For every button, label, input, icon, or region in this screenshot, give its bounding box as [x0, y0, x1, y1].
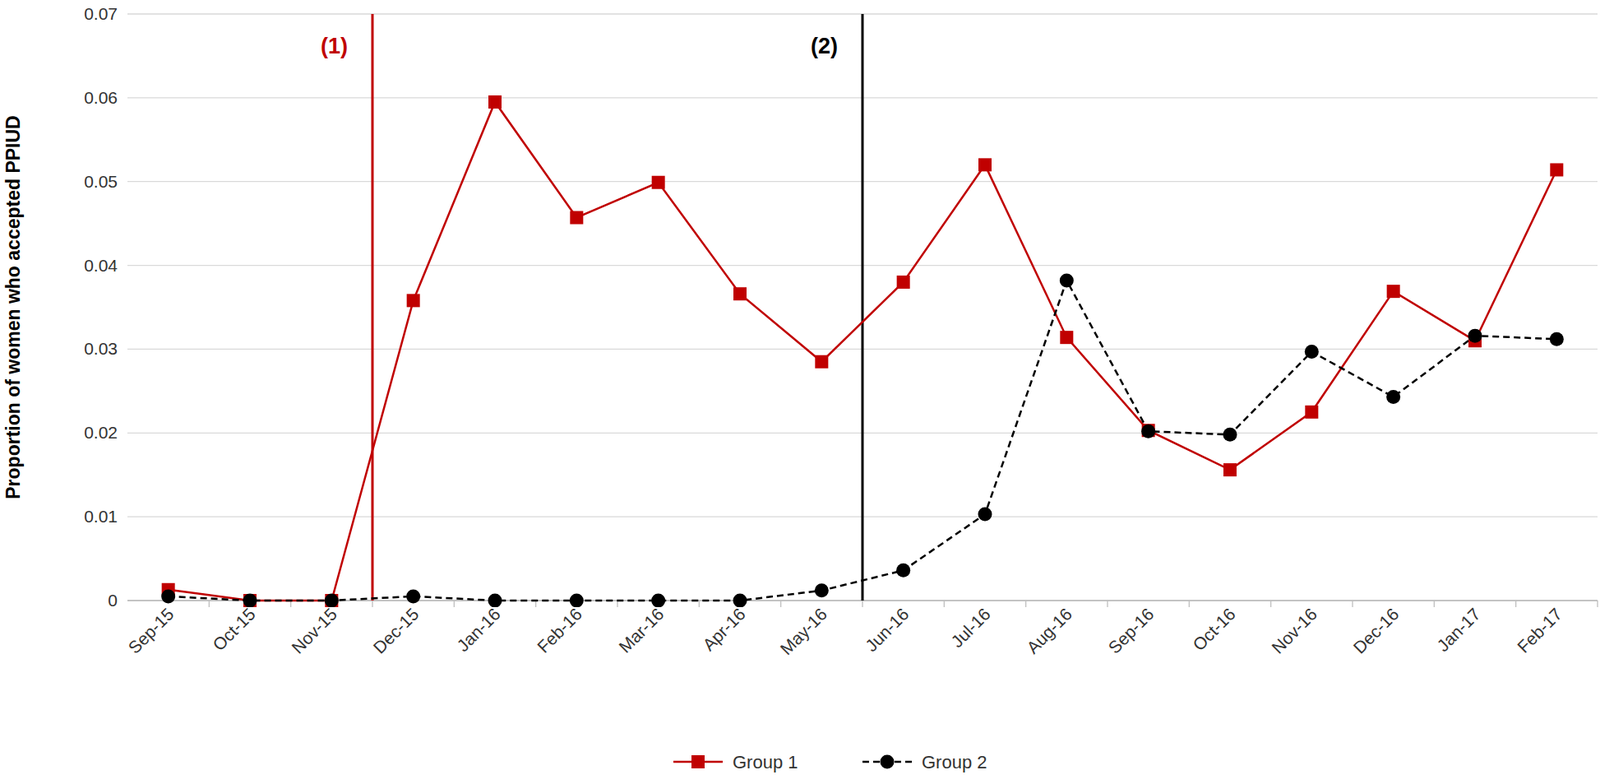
marker — [897, 275, 911, 289]
y-tick-label: 0.01 — [83, 506, 118, 526]
marker — [978, 157, 992, 172]
y-tick-label: 0 — [107, 590, 118, 610]
marker — [324, 593, 339, 608]
x-tick — [861, 600, 863, 607]
legend-label: Group 1 — [732, 751, 799, 773]
marker — [324, 593, 338, 607]
marker — [978, 507, 993, 522]
x-tick-label: Nov-15 — [287, 604, 341, 657]
x-tick — [1025, 600, 1027, 607]
marker — [1386, 389, 1401, 404]
x-tick-label: Mar-16 — [615, 604, 667, 657]
legend-marker — [880, 754, 895, 769]
marker — [1059, 272, 1074, 287]
x-tick-label: Feb-17 — [1513, 604, 1566, 657]
marker — [1304, 405, 1318, 419]
x-tick-label: Sep-16 — [1104, 604, 1157, 657]
x-tick — [453, 600, 455, 607]
x-tick — [208, 600, 210, 607]
x-tick-label: Oct-16 — [1188, 604, 1240, 655]
marker — [1549, 162, 1564, 176]
annotation-line — [861, 13, 865, 601]
x-tick — [1270, 600, 1272, 607]
y-tick-label: 0.07 — [83, 4, 118, 24]
marker — [161, 588, 176, 603]
legend-label: Group 2 — [921, 751, 988, 773]
x-tick — [1351, 600, 1353, 607]
marker — [1387, 284, 1401, 298]
legend-marker — [691, 754, 705, 768]
marker — [1059, 330, 1073, 344]
x-tick — [1188, 600, 1190, 607]
y-axis-label: Proportion of women who accepted PPIUD — [2, 115, 24, 499]
marker — [1304, 344, 1319, 359]
marker — [733, 593, 748, 608]
x-tick-label: Aug-16 — [1022, 604, 1076, 657]
x-tick-label: Dec-15 — [369, 604, 422, 657]
x-tick-label: May-16 — [776, 604, 831, 659]
marker — [243, 593, 257, 607]
x-tick — [1106, 600, 1108, 607]
x-tick-label: Feb-16 — [533, 604, 586, 657]
x-tick-label: Jul-16 — [947, 604, 995, 652]
series-line — [168, 101, 1558, 601]
marker — [406, 293, 421, 307]
annotation-label: (2) — [810, 33, 838, 59]
marker — [406, 588, 421, 603]
x-tick — [1433, 600, 1435, 607]
x-tick — [371, 600, 373, 607]
chart: 0 0.01 0.02 0.03 0.04 0.05 0.06 0.07 Sep-15 Oct-1… — [0, 0, 1600, 784]
x-tick-label: Dec-16 — [1349, 604, 1402, 657]
marker — [733, 286, 747, 301]
x-tick-label: Jan-16 — [453, 604, 505, 656]
x-tick — [943, 600, 945, 607]
marker — [896, 563, 911, 578]
x-tick-label: Sep-15 — [124, 604, 177, 657]
x-tick — [698, 600, 700, 607]
marker — [1223, 427, 1238, 442]
marker — [488, 593, 503, 608]
x-tick — [1596, 600, 1598, 607]
marker — [1468, 328, 1483, 343]
marker — [1141, 424, 1156, 439]
marker — [814, 582, 829, 597]
marker — [569, 593, 584, 608]
annotation-label: (1) — [320, 33, 348, 59]
y-tick-label: 0.06 — [83, 87, 118, 107]
marker — [1223, 462, 1237, 477]
marker — [569, 211, 583, 225]
marker — [814, 355, 828, 369]
x-tick-label: Jan-17 — [1433, 604, 1485, 656]
x-tick — [780, 600, 782, 607]
marker — [651, 593, 666, 608]
plot-area — [161, 13, 1564, 607]
marker — [243, 593, 258, 608]
marker — [488, 95, 502, 109]
annotation-line — [371, 13, 375, 601]
y-tick-label: 0.05 — [83, 171, 118, 191]
marker — [652, 175, 666, 190]
y-tick-label: 0.02 — [83, 422, 118, 442]
y-tick-label: 0.04 — [83, 255, 118, 275]
x-tick-label: Apr-16 — [698, 604, 750, 655]
y-tick-label: 0.03 — [83, 338, 118, 358]
series-line — [168, 280, 1558, 601]
x-tick-label: Jun-16 — [861, 604, 913, 656]
x-tick-label: Nov-16 — [1267, 604, 1321, 657]
x-tick-label: Oct-15 — [208, 604, 259, 655]
marker — [1549, 332, 1564, 347]
x-tick — [1515, 600, 1517, 607]
